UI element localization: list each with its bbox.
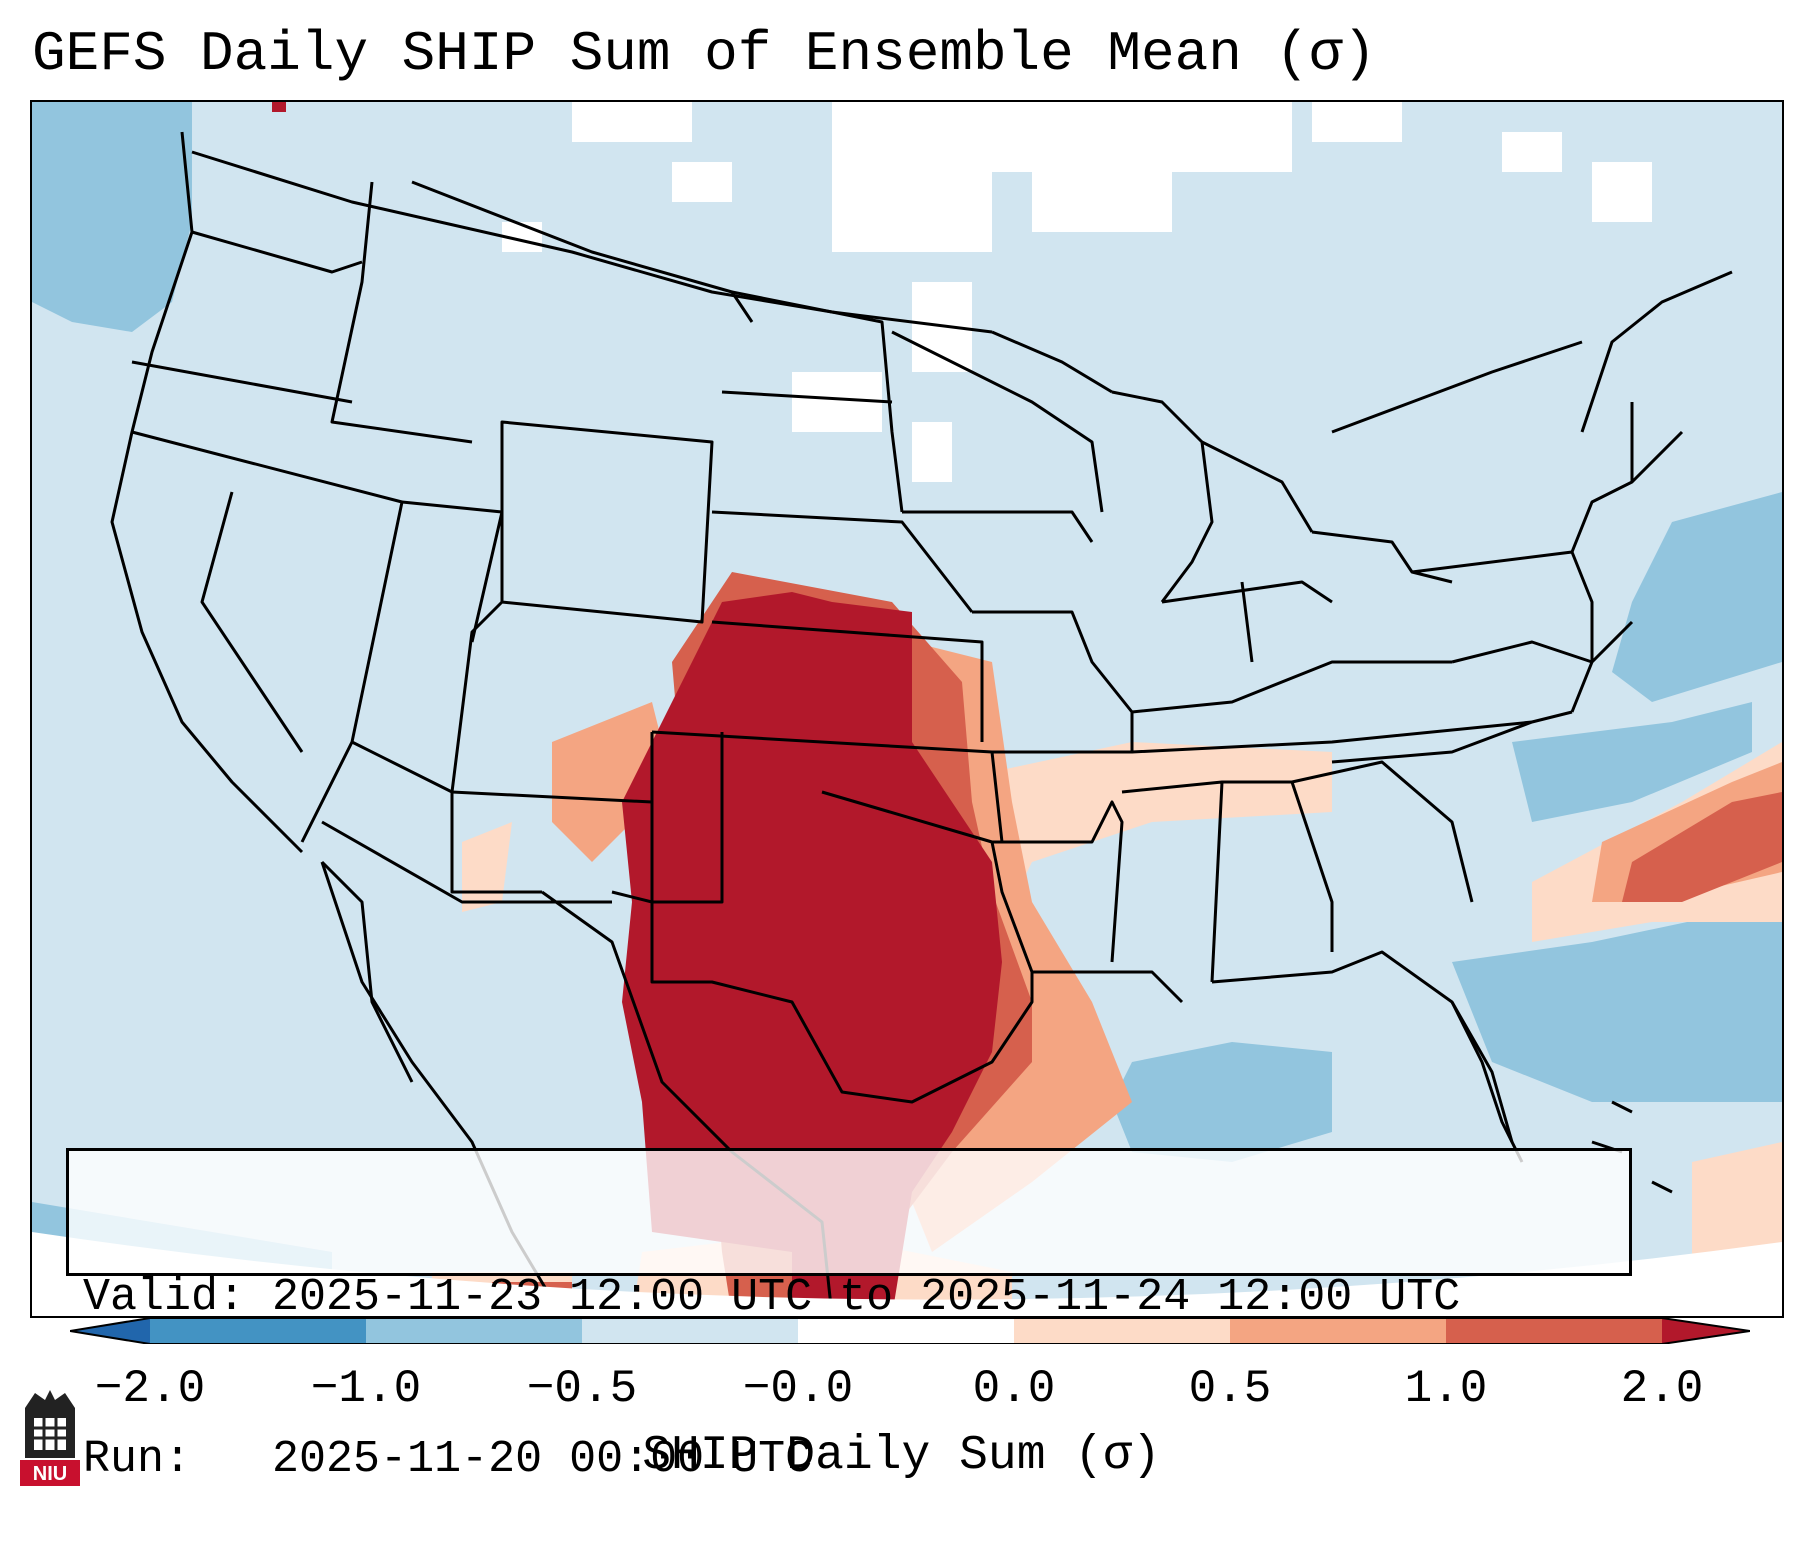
validity-info-box: Valid: 2025-11-23 12:00 UTC to 2025-11-2… xyxy=(66,1148,1632,1485)
colorbar-tick-label: 0.0 xyxy=(972,1363,1056,1415)
colorbar-tick-label: 1.0 xyxy=(1404,1363,1488,1415)
colorbar-segment-4 xyxy=(798,1318,1014,1344)
valid-row: Valid: 2025-11-23 12:00 UTC to 2025-11-2… xyxy=(83,1271,1615,1325)
colorbar-tick-label: −0.0 xyxy=(742,1363,854,1415)
valid-label: Valid: xyxy=(83,1272,246,1323)
colorbar-tick-label: −1.0 xyxy=(310,1363,422,1415)
run-value: 2025-11-20 00:00 UTC xyxy=(272,1434,813,1485)
run-row: Run: 2025-11-20 00:00 UTC xyxy=(83,1433,1615,1487)
colorbar-tick-label: −0.5 xyxy=(526,1363,638,1415)
colorbar-tick-label: 2.0 xyxy=(1620,1363,1704,1415)
colorbar-segment-7 xyxy=(1446,1318,1662,1344)
political-boundaries xyxy=(110,131,1733,1316)
ship-map xyxy=(32,102,1782,1316)
colorbar-tick-label: −2.0 xyxy=(94,1363,206,1415)
colorbar-label: SHIP Daily Sum (σ) xyxy=(642,1429,1161,1483)
run-label: Run: xyxy=(83,1434,192,1485)
colorbar-under-extension xyxy=(70,1318,150,1344)
colorbar xyxy=(70,1318,1750,1344)
outside-projection xyxy=(32,1232,1782,1316)
near-zero-areas xyxy=(502,102,1652,482)
colorbar-segment-1 xyxy=(150,1318,366,1344)
map-panel xyxy=(30,100,1784,1318)
colorbar-segment-2 xyxy=(366,1318,582,1344)
chart-title: GEFS Daily SHIP Sum of Ensemble Mean (σ) xyxy=(32,22,1377,86)
colorbar-segment-6 xyxy=(1230,1318,1446,1344)
colorbar-segment-5 xyxy=(1014,1318,1230,1344)
niu-logo-icon: NIU xyxy=(20,1390,80,1486)
logo-text: NIU xyxy=(33,1463,67,1485)
colorbar-over-extension xyxy=(1662,1318,1750,1344)
valid-value: 2025-11-23 12:00 UTC to 2025-11-24 12:00… xyxy=(272,1272,1461,1323)
colorbar-tick-label: 0.5 xyxy=(1188,1363,1272,1415)
colorbar-segment-3 xyxy=(582,1318,798,1344)
